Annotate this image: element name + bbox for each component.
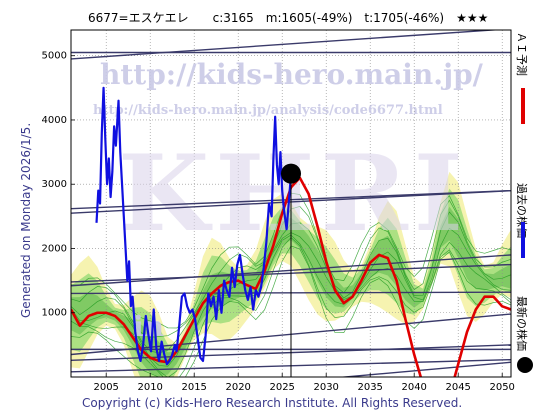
legend-latest-dot [517, 357, 533, 373]
latest-price-dot [281, 163, 301, 184]
y-tick-label: 5000 [42, 51, 67, 62]
x-tick-label: 2005 [93, 382, 118, 393]
watermark-url-main: http://kids-hero.main.jp/ [100, 58, 484, 91]
axes: 2005 2010 2015 2020 2025 2030 2035 2040 2045 2050… [42, 51, 515, 393]
x-tick-label: 2035 [357, 382, 382, 393]
legend-past-label: 過去の株価 [515, 183, 529, 238]
x-tick-label: 2010 [137, 382, 162, 393]
x-tick-label: 2025 [269, 382, 294, 393]
watermark-logo: KHRI [118, 131, 469, 255]
x-tick-label: 2030 [313, 382, 338, 393]
x-tick-label: 2050 [489, 382, 514, 393]
x-tick-label: 2020 [225, 382, 250, 393]
legend-ai-label: ＡＩ予測 [515, 32, 529, 76]
y-tick-label: 1000 [42, 308, 67, 319]
series-past-price [95, 86, 293, 366]
x-tick-label: 2045 [445, 382, 470, 393]
chart-title: 6677=エスケエレ c:3165 m:1605(-49%) t:1705(-4… [88, 11, 488, 25]
plot-border [70, 29, 512, 378]
y-tick-label: 4000 [42, 115, 67, 126]
legend-ai-swatch [521, 88, 525, 124]
generated-date: Generated on Monday 2026/1/5. [19, 123, 33, 318]
y-tick-label: 2000 [42, 243, 67, 254]
trend-line [71, 30, 503, 60]
y-tick-label: 3000 [42, 179, 67, 190]
legend-past-swatch [521, 222, 525, 258]
copyright: Copyright (c) Kids-Hero Research Institu… [82, 396, 462, 410]
trend-line [337, 361, 511, 377]
x-tick-label: 2015 [181, 382, 206, 393]
x-tick-label: 2040 [401, 382, 426, 393]
markers [281, 163, 301, 377]
watermark-url-analysis: http://kids-hero.main.jp/analysis/code66… [93, 103, 443, 118]
legend: ＡＩ予測 過去の株価 最新の株価 [515, 32, 533, 373]
legend-latest-label: 最新の株価 [515, 296, 529, 351]
